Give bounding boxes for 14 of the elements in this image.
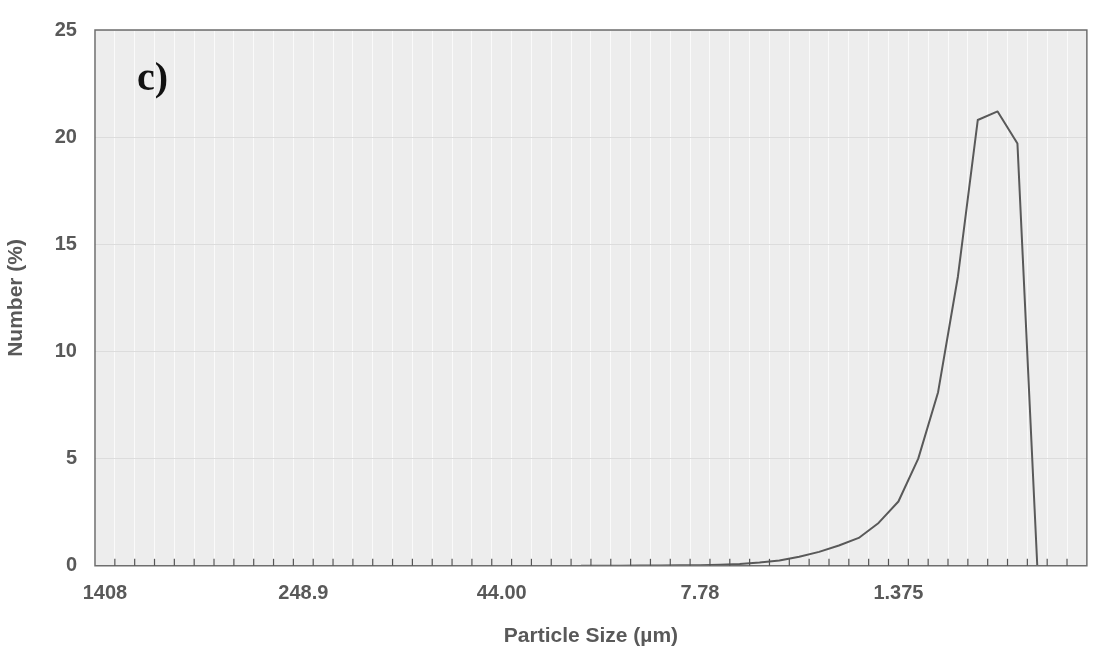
annotation: c): [137, 54, 169, 99]
x-tick-label: 248.9: [278, 581, 329, 604]
x-tick-label: 7.78: [680, 581, 720, 604]
x-tick-label: 1.375: [873, 581, 924, 604]
y-tick-label: 25: [54, 17, 77, 40]
y-tick-label: 20: [54, 124, 77, 147]
y-tick-label: 15: [54, 231, 77, 254]
y-axis-title: Number (%): [3, 238, 27, 357]
x-axis-title: Particle Size (µm): [503, 623, 679, 647]
y-tick-label: 5: [65, 446, 77, 469]
x-tick-label: 44.00: [476, 581, 527, 604]
y-tick-label: 10: [54, 339, 77, 361]
x-tick-label: 1408: [82, 581, 128, 604]
y-tick-label: 0: [65, 553, 77, 576]
